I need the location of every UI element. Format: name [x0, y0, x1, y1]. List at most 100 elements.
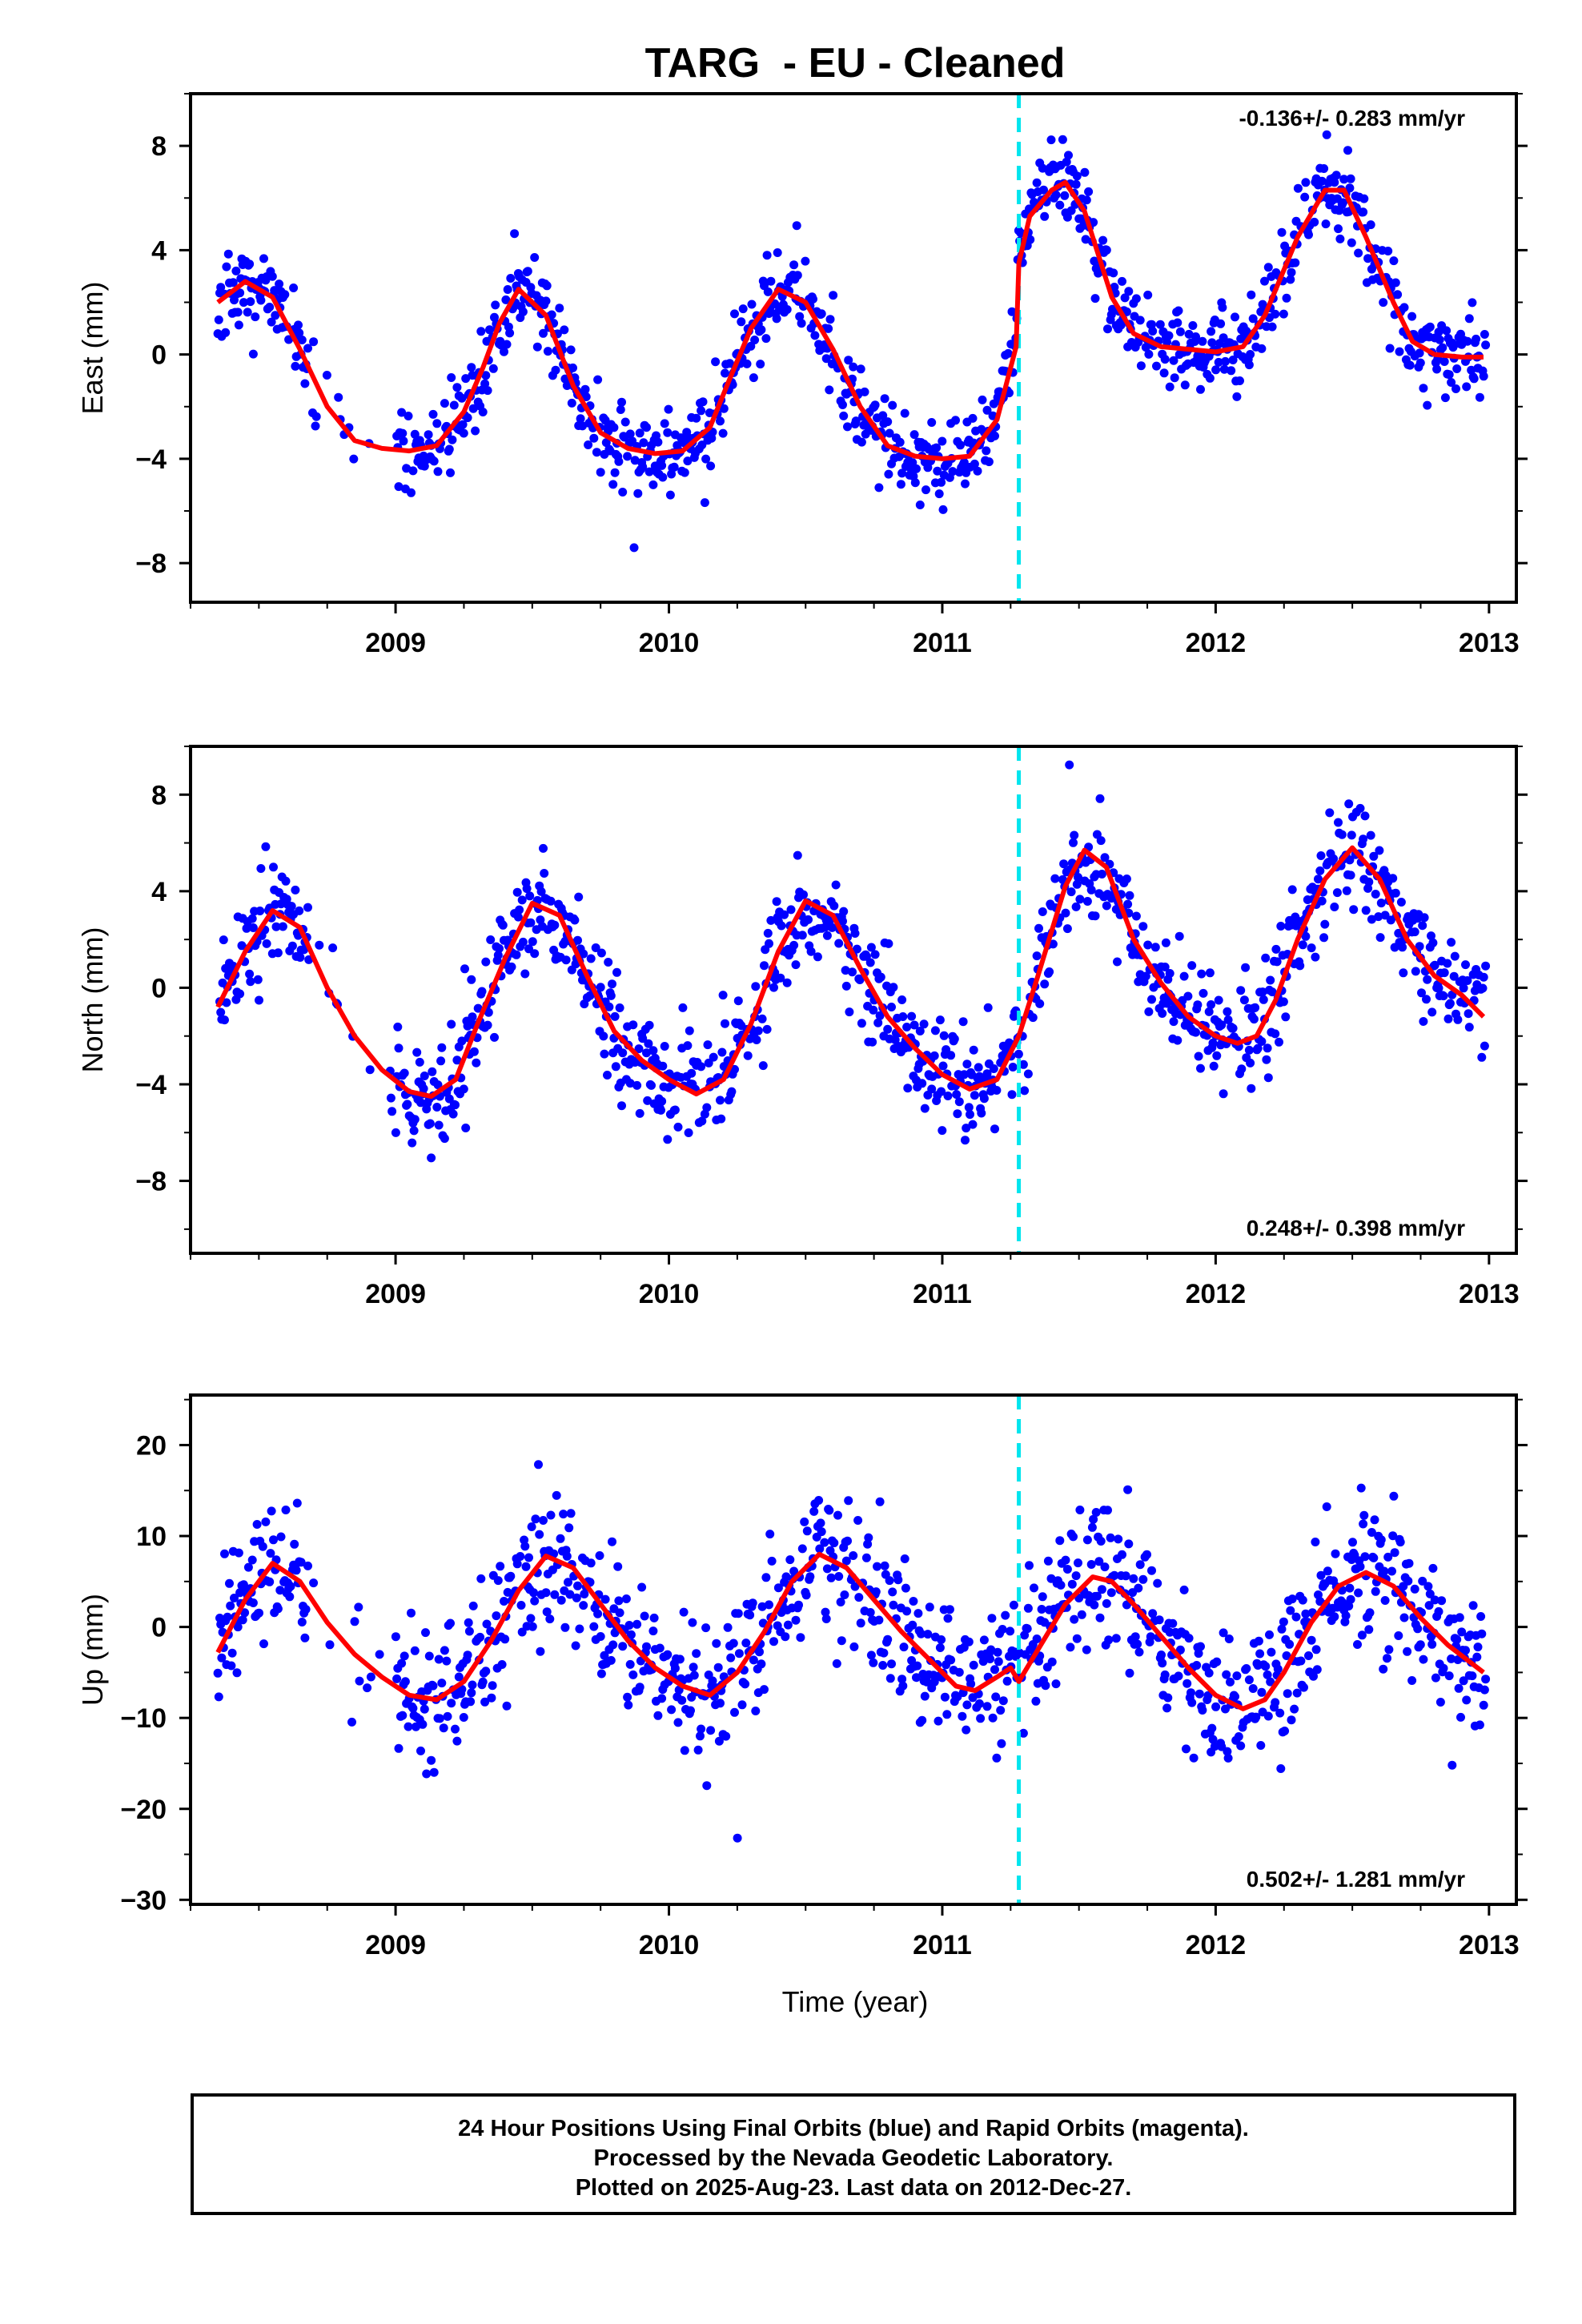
- east-point: [433, 467, 443, 476]
- north-point: [970, 1091, 979, 1100]
- up-point: [1082, 1535, 1092, 1545]
- up-point: [259, 1639, 268, 1649]
- up-point: [833, 1510, 842, 1520]
- up-point: [427, 1755, 436, 1765]
- up-point: [998, 1696, 1008, 1706]
- east-point: [555, 304, 564, 313]
- north-point: [958, 1017, 968, 1027]
- up-point: [1263, 1670, 1272, 1679]
- north-point: [697, 1116, 707, 1126]
- east-point: [638, 462, 648, 472]
- north-point: [498, 920, 508, 930]
- up-point: [214, 1692, 223, 1702]
- east-point: [1081, 235, 1090, 244]
- up-point: [1089, 1514, 1098, 1524]
- up-point: [580, 1590, 589, 1598]
- up-point: [500, 1634, 510, 1644]
- up-point: [608, 1537, 616, 1546]
- up-point: [1462, 1695, 1472, 1705]
- up-point: [1410, 1584, 1419, 1594]
- north-point: [687, 1068, 697, 1078]
- north-point: [644, 1039, 653, 1048]
- north-point: [865, 958, 875, 967]
- up-point: [1299, 1683, 1308, 1692]
- up-point: [1198, 1706, 1207, 1715]
- east-point: [481, 371, 491, 380]
- up-point: [962, 1725, 971, 1735]
- up-point: [869, 1658, 878, 1667]
- east-point: [1435, 335, 1444, 344]
- east-point: [1147, 320, 1156, 329]
- east-point: [644, 467, 654, 476]
- east-point: [921, 485, 930, 495]
- up-point: [1135, 1560, 1145, 1570]
- north-point: [1281, 1012, 1291, 1022]
- east-point: [660, 419, 669, 428]
- east-point: [402, 464, 412, 473]
- east-point: [1415, 348, 1424, 358]
- north-point: [276, 899, 286, 909]
- up-point: [863, 1539, 873, 1549]
- up-point: [1103, 1506, 1112, 1515]
- east-point: [275, 279, 284, 289]
- east-point: [961, 479, 970, 489]
- north-point: [937, 1087, 946, 1096]
- north-point: [1369, 851, 1379, 861]
- east-point: [608, 480, 618, 489]
- east-point: [1444, 370, 1454, 380]
- north-point: [467, 975, 476, 984]
- up-point: [969, 1660, 978, 1670]
- up-point: [649, 1613, 659, 1622]
- up-point: [769, 1637, 778, 1647]
- up-point: [1346, 1594, 1355, 1604]
- east-point: [1393, 290, 1403, 300]
- east-point: [1247, 290, 1256, 300]
- east-point: [500, 347, 508, 356]
- north-point: [1410, 927, 1419, 937]
- up-point: [733, 1609, 743, 1618]
- east-point: [580, 384, 590, 394]
- north-point: [1329, 854, 1339, 863]
- north-point: [799, 890, 808, 899]
- north-point: [1014, 1049, 1023, 1059]
- north-point: [606, 991, 616, 1000]
- up-point: [512, 1559, 522, 1569]
- up-point: [1041, 1681, 1050, 1691]
- east-point: [1164, 331, 1174, 340]
- east-point: [700, 498, 709, 508]
- up-point: [1037, 1605, 1046, 1614]
- up-point: [496, 1562, 505, 1571]
- up-point: [428, 1681, 438, 1691]
- up-point: [1261, 1662, 1271, 1671]
- north-point: [647, 1080, 656, 1090]
- up-point: [240, 1608, 250, 1618]
- north-point: [237, 941, 247, 951]
- north-point: [982, 1069, 992, 1079]
- north-point: [447, 1019, 456, 1029]
- up-point: [424, 1651, 434, 1661]
- north-point: [1102, 901, 1111, 911]
- up-point: [648, 1626, 658, 1636]
- north-point: [1050, 874, 1060, 883]
- north-point: [461, 1124, 471, 1132]
- up-point: [1387, 1566, 1396, 1576]
- up-point: [1174, 1671, 1183, 1681]
- east-point: [1263, 263, 1273, 272]
- up-point: [1070, 1614, 1079, 1624]
- up-point: [1287, 1594, 1297, 1604]
- up-point: [290, 1539, 299, 1549]
- east-point: [1438, 343, 1447, 352]
- east-point: [1235, 376, 1244, 385]
- north-point: [678, 1003, 688, 1012]
- up-point: [1133, 1639, 1142, 1649]
- east-point: [716, 416, 725, 426]
- up-point: [1311, 1645, 1321, 1655]
- up-point: [1095, 1613, 1105, 1622]
- up-point: [765, 1600, 773, 1610]
- north-point: [1144, 1007, 1154, 1016]
- east-point: [1440, 393, 1450, 403]
- up-point: [404, 1722, 413, 1731]
- north-point: [1430, 960, 1439, 970]
- up-point: [653, 1711, 663, 1720]
- up-point: [1394, 1631, 1403, 1640]
